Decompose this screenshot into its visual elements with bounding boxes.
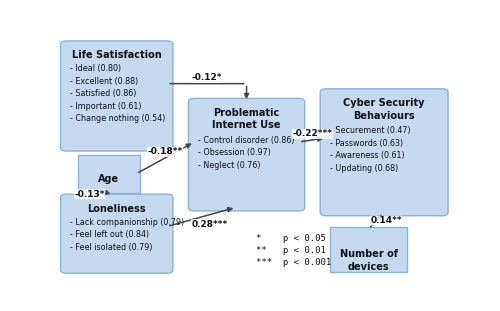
Text: **   p < 0.01: ** p < 0.01 <box>256 246 326 255</box>
Text: Number of
devices: Number of devices <box>340 249 398 272</box>
Text: Loneliness: Loneliness <box>88 204 146 214</box>
FancyBboxPatch shape <box>78 155 140 193</box>
Text: - Satisfied (0.86): - Satisfied (0.86) <box>70 89 136 98</box>
Text: -0.22***: -0.22*** <box>292 129 333 138</box>
Text: - Updating (0.68): - Updating (0.68) <box>330 164 398 173</box>
Text: - Feel left out (0.84): - Feel left out (0.84) <box>70 230 150 239</box>
Text: Problematic
Internet Use: Problematic Internet Use <box>212 108 281 130</box>
Text: - Obsession (0.97): - Obsession (0.97) <box>198 148 271 157</box>
Text: - Passwords (0.63): - Passwords (0.63) <box>330 139 403 148</box>
FancyBboxPatch shape <box>330 226 407 272</box>
Text: - Neglect (0.76): - Neglect (0.76) <box>198 161 260 169</box>
Text: -0.18**: -0.18** <box>148 147 183 156</box>
Text: 0.28***: 0.28*** <box>191 220 228 229</box>
Text: - Change nothing (0.54): - Change nothing (0.54) <box>70 114 166 123</box>
FancyBboxPatch shape <box>320 89 448 216</box>
Text: - Lack companionship (0.79): - Lack companionship (0.79) <box>70 218 184 227</box>
FancyBboxPatch shape <box>60 194 173 273</box>
Text: *    p < 0.05: * p < 0.05 <box>256 234 326 243</box>
Text: -0.12*: -0.12* <box>192 73 222 82</box>
Text: ***  p < 0.001: *** p < 0.001 <box>256 258 332 267</box>
Text: - Awareness (0.61): - Awareness (0.61) <box>330 151 404 160</box>
Text: - Control disorder (0.86): - Control disorder (0.86) <box>198 136 294 145</box>
Text: Cyber Security
Behaviours: Cyber Security Behaviours <box>344 98 425 121</box>
Text: -0.13*: -0.13* <box>74 190 105 199</box>
Text: - Ideal (0.80): - Ideal (0.80) <box>70 64 122 73</box>
FancyBboxPatch shape <box>60 41 173 151</box>
Text: - Securement (0.47): - Securement (0.47) <box>330 126 410 135</box>
Text: - Excellent (0.88): - Excellent (0.88) <box>70 77 138 86</box>
Text: - Feel isolated (0.79): - Feel isolated (0.79) <box>70 243 153 252</box>
Text: Age: Age <box>98 174 119 184</box>
Text: Life Satisfaction: Life Satisfaction <box>72 50 162 61</box>
Text: 0.14**: 0.14** <box>370 216 402 225</box>
Text: - Important (0.61): - Important (0.61) <box>70 102 142 111</box>
FancyBboxPatch shape <box>188 98 304 211</box>
